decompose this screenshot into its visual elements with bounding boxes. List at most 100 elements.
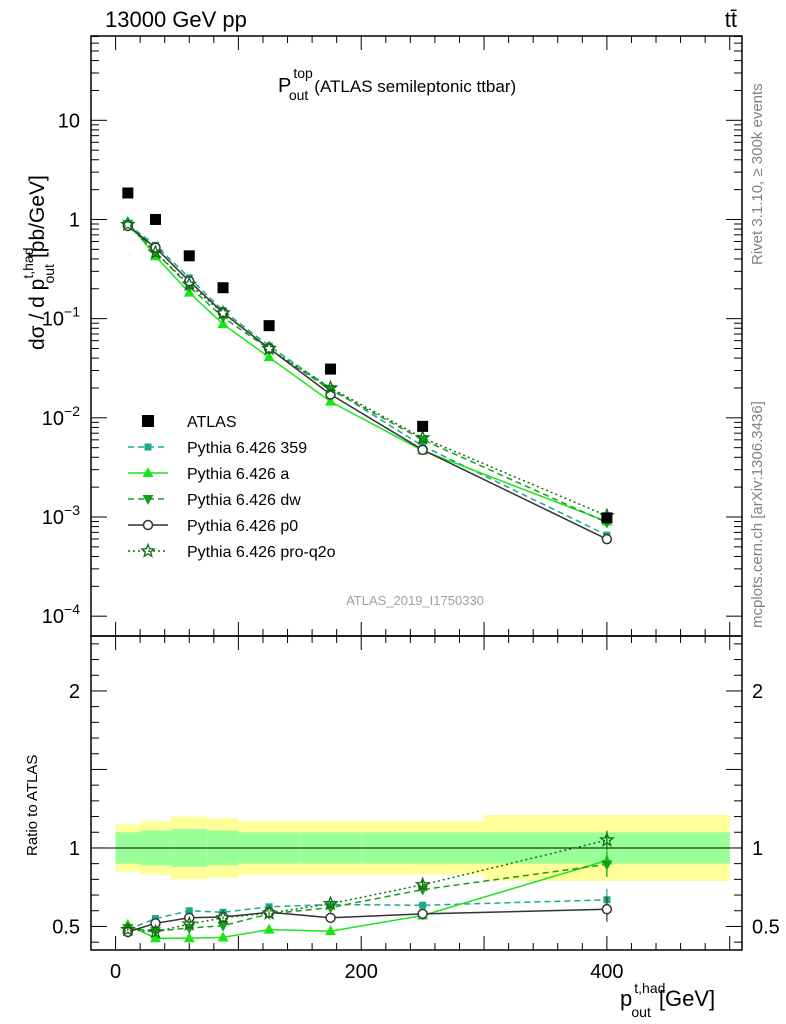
mcplots-label: mcplots.cern.ch [arXiv:1306.3436]: [749, 401, 766, 628]
main-point-pq2o: [181, 276, 198, 292]
main-point-atlas: [149, 213, 161, 225]
ratio-point-pp0: [325, 912, 336, 924]
y-tick-exponent: −3: [64, 502, 80, 518]
plot-title-rest: (ATLAS semileptonic ttbar): [314, 77, 516, 96]
y-tick-base: 10: [42, 606, 64, 628]
ratio-point-pp0: [417, 908, 428, 920]
ratio-frame: [90, 635, 743, 951]
main-point-atlas: [122, 187, 134, 199]
ratio-point-pq2o: [120, 921, 136, 937]
y-tick-label: 10−3: [42, 502, 80, 529]
main-y-label-unit: [pb/GeV]: [26, 175, 49, 258]
y-tick-label: 10−4: [42, 601, 80, 628]
ratio-point-pq2o: [414, 876, 431, 892]
y-tick-exponent: −1: [64, 304, 80, 320]
main-point-pa: [325, 395, 337, 406]
x-tick-label: 200: [345, 961, 378, 983]
legend: ATLAS Pythia 6.426 359 Pythia 6.426 a Pythi…: [128, 414, 336, 561]
ratio-line-pa: [127, 859, 608, 939]
ratio-y-tick-label-right: 2: [752, 681, 763, 703]
ratio-point-pa: [217, 931, 229, 942]
ratio-point-pa: [149, 932, 161, 943]
main-y-label-main: dσ / d p: [26, 279, 49, 350]
legend-label: ATLAS: [187, 414, 237, 431]
main-point-pq2o: [261, 340, 278, 356]
legend-marker-p359: [144, 443, 152, 451]
ratio-point-pq2o: [181, 915, 198, 931]
ratio-point-pdw: [601, 860, 613, 871]
main-point-pq2o: [120, 216, 136, 232]
analysis-id: ATLAS_2019_I1750330: [346, 593, 484, 608]
ratio-line-pp0: [127, 908, 607, 933]
main-point-atlas: [601, 512, 613, 524]
ratio-y-tick-label-left: 0.5: [52, 916, 80, 938]
plot-title-main: P: [278, 75, 291, 97]
ratio-point-pq2o: [599, 831, 615, 847]
plot-title: Ptop out (ATLAS semileptonic ttbar): [278, 65, 516, 103]
x-tick-label: 0: [110, 961, 121, 983]
plot-title-sub: out: [289, 87, 309, 103]
main-point-atlas: [417, 420, 429, 432]
frames: [90, 35, 743, 951]
main-line-pa: [127, 221, 608, 523]
main-line-pdw: [127, 223, 608, 524]
ratio-point-pa: [325, 925, 337, 936]
energy-label: 13000 GeV pp: [105, 7, 247, 32]
ratio-y-tick-label-right: 1: [752, 838, 763, 860]
main-point-atlas: [217, 282, 229, 294]
rivet-label: Rivet 3.1.10, ≥ 300k events: [749, 83, 766, 265]
y-tick-base: 10: [42, 507, 64, 529]
plot-title-sup: top: [293, 65, 313, 81]
legend-label: Pythia 6.426 p0: [187, 518, 298, 535]
y-tick-label: 1: [69, 209, 80, 231]
ratio-y-tick-label-right: 0.5: [752, 916, 780, 938]
ratio-point-pq2o: [261, 904, 277, 920]
main-point-pp0: [417, 444, 428, 456]
legend-marker-pp0: [142, 519, 154, 531]
y-tick-label: 10: [58, 110, 80, 132]
legend-label: Pythia 6.426 dw: [187, 492, 301, 509]
x-tick-label: 400: [590, 961, 623, 983]
ratio-line-p359: [127, 899, 607, 931]
ratio-y-tick-label-left: 1: [69, 838, 80, 860]
main-y-label-sup: t,had: [20, 248, 36, 279]
x-axis-label-sup: t,had: [634, 980, 665, 996]
process-label: tt̄: [725, 7, 737, 32]
x-axis-label-main: p: [620, 986, 632, 1011]
x-axis-label-sub: out: [631, 1004, 651, 1020]
main-point-atlas: [183, 250, 195, 262]
ratio-y-label: Ratio to ATLAS: [24, 755, 41, 856]
legend-label: Pythia 6.426 pro-q2o: [187, 544, 336, 561]
main-y-label-sub: out: [41, 264, 57, 284]
ratio-point-p359: [185, 907, 193, 915]
main-point-pp0: [601, 533, 613, 545]
main-point-pq2o: [414, 429, 431, 445]
ratio-point-pa: [183, 932, 195, 943]
legend-marker-atlas: [142, 415, 154, 427]
main-point-pq2o: [147, 244, 164, 260]
ratio-point-pa: [263, 923, 275, 934]
x-axis-label: p t,had out [GeV]: [620, 980, 715, 1020]
ratio-point-pp0: [601, 903, 613, 915]
main-line-pp0: [127, 225, 608, 540]
legend-label: Pythia 6.426 359: [187, 440, 307, 457]
legend-marker-pq2o: [140, 542, 156, 558]
main-point-atlas: [325, 363, 337, 375]
y-tick-exponent: −2: [64, 403, 80, 419]
markers: [120, 187, 615, 943]
x-axis-label-unit: [GeV]: [659, 986, 715, 1011]
legend-marker-pa: [142, 467, 154, 477]
ratio-point-pdw: [217, 921, 229, 932]
main-point-pq2o: [322, 379, 339, 395]
ratio-point-p359: [419, 901, 427, 909]
main-point-atlas: [263, 320, 275, 332]
main-point-pa: [263, 351, 275, 362]
y-tick-exponent: −4: [64, 601, 80, 617]
ratio-point-pp0: [150, 918, 161, 929]
ratio-point-pq2o: [215, 909, 231, 925]
y-tick-label: 10−2: [42, 403, 80, 430]
y-tick-label: 10−1: [42, 304, 80, 331]
y-tick-base: 10: [42, 408, 64, 430]
